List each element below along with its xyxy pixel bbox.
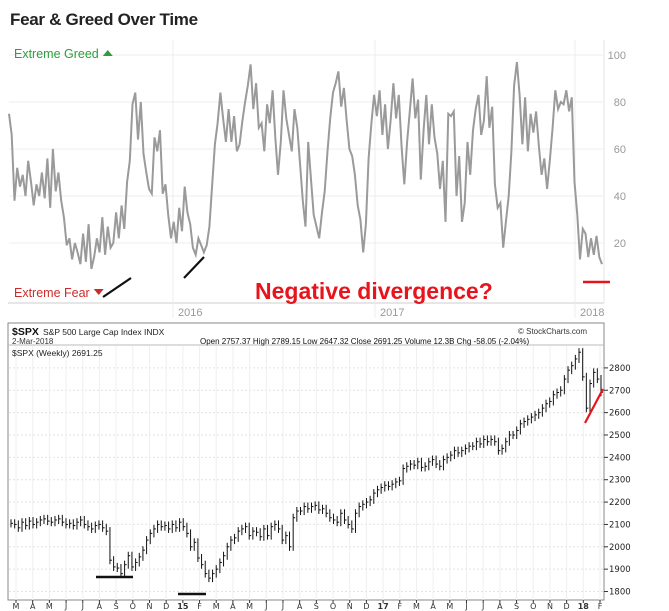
spx-x-tick: M [213,602,220,611]
spx-y-tick: 2300 [609,476,631,486]
page-title: Fear & Greed Over Time [10,10,198,29]
spx-x-tick: A [430,602,436,611]
spx-y-tick: 1800 [609,588,631,598]
spx-legend: $SPX (Weekly) 2691.25 [12,348,103,358]
spx-ohlc-stats: Open 2757.37 High 2789.15 Low 2647.32 Cl… [200,337,529,346]
spx-x-tick: 17 [378,602,389,611]
spx-panel: 2800 2700 2600 2500 2400 2300 2200 2100 2000 1900… [7,322,631,611]
fg-x-label: 2017 [380,307,404,319]
spx-x-tick: D [163,602,169,611]
spx-x-tick: A [230,602,236,611]
spx-x-tick: M [13,602,20,611]
spx-x-tick: J [264,602,267,611]
spx-x-tick: 18 [578,602,590,611]
spx-y-tick: 2800 [609,364,631,374]
fg-x-label: 2016 [178,307,202,319]
spx-y-tick: 1900 [609,565,631,575]
stockcharts-credit: © StockCharts.com [518,327,587,336]
fg-y-tick: 20 [614,238,626,250]
spx-x-tick: N [146,602,152,611]
spx-frame [7,322,605,601]
fg-y-tick: 100 [608,50,626,62]
spx-x-tick: S [314,602,319,611]
fg-y-tick: 80 [614,97,626,109]
spx-gridlines [9,346,608,603]
spx-x-tick: S [114,602,119,611]
spx-x-tick: J [64,602,67,611]
spx-y-tick: 2400 [609,453,631,463]
fg-trendline-2 [183,256,205,279]
spx-title: S&P 500 Large Cap Index INDX [43,327,165,337]
fg-series-line [8,61,603,270]
spx-x-tick: M [413,602,420,611]
fg-x-label: 2018 [580,307,604,319]
spx-x-tick: D [564,602,570,611]
spx-y-tick: 2000 [609,543,631,553]
spx-y-tick: 2600 [609,409,631,419]
spx-x-tick: F [197,602,202,611]
spx-x-tick: M [46,602,53,611]
legend-extreme-greed: Extreme Greed [14,47,99,61]
spx-x-tick: J [281,602,284,611]
spx-divergence-line [584,388,604,424]
spx-x-tick: A [497,602,503,611]
spx-x-tick: M [446,602,453,611]
spx-y-tick: 2500 [609,431,631,441]
spx-price-bars [10,348,603,583]
fg-x-labels: 2016 2017 2018 [178,307,604,319]
spx-x-tick: D [363,602,369,611]
spx-y-tick: 2100 [609,520,631,530]
spx-y-tick: 2200 [609,498,631,508]
spx-y-tick: 2700 [609,386,631,396]
spx-x-tick: A [297,602,303,611]
spx-x-tick: F [598,602,603,611]
legend-extreme-fear: Extreme Fear [14,286,90,300]
fg-y-tick: 60 [614,144,626,156]
spx-x-tick: A [30,602,36,611]
fg-y-ticks: 100 80 60 40 20 [608,50,626,250]
spx-x-tick: N [547,602,553,611]
spx-x-tick: O [330,602,336,611]
spx-x-tick: O [130,602,136,611]
annotation-negative-divergence: Negative divergence? [255,278,493,304]
fg-trendline-1 [102,277,132,298]
spx-y-ticks: 2800 2700 2600 2500 2400 2300 2200 2100 2000 1900… [609,364,631,598]
fg-panel: 100 80 60 40 20 2016 2017 2018 Extreme Greed E… [8,40,626,319]
greed-up-icon [102,50,113,56]
spx-x-tick: S [514,602,519,611]
spx-x-tick: J [81,602,84,611]
spx-x-tick: A [97,602,103,611]
fear-down-icon [93,289,104,295]
spx-x-ticks: M A M J J A S O N D 15 F M A M J J A S O N D 17 F M A M J J A S O N D 18 F [13,602,603,611]
spx-date: 2-Mar-2018 [12,337,54,346]
spx-x-tick: O [530,602,536,611]
spx-x-tick: N [347,602,353,611]
spx-symbol: $SPX [12,326,39,338]
fg-y-tick: 40 [614,191,626,203]
spx-x-tick: F [397,602,402,611]
spx-x-tick: J [481,602,484,611]
spx-x-tick: 15 [177,602,189,611]
spx-x-tick: J [464,602,467,611]
spx-x-tick: M [246,602,253,611]
